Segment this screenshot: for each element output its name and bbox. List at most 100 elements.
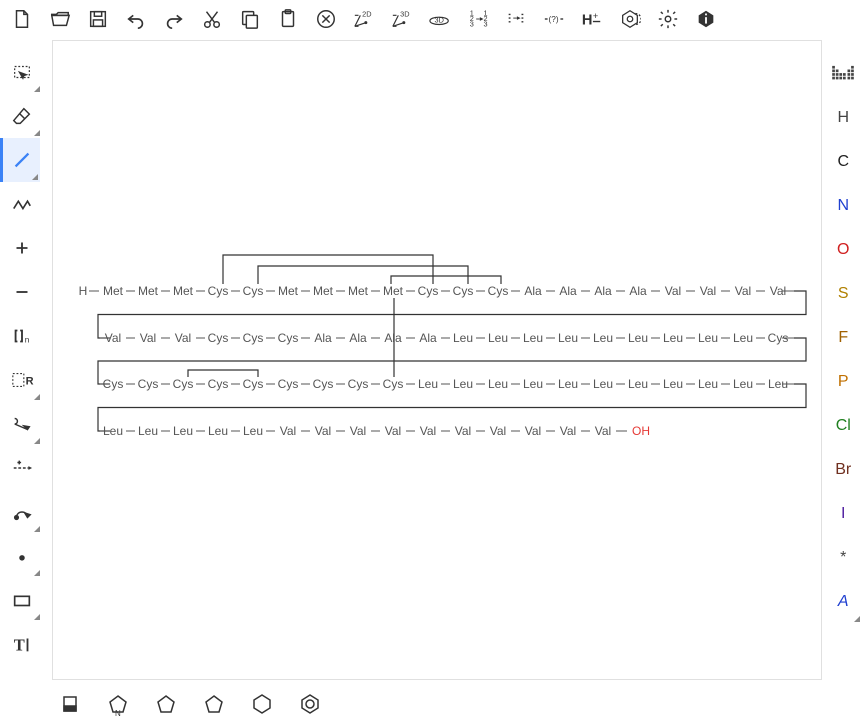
dropdown-indicator-icon	[34, 130, 40, 136]
query-button[interactable]: (?)	[536, 2, 572, 36]
residue-ala: Ala	[349, 331, 367, 345]
terminal-h: H	[78, 284, 87, 298]
hplus-button[interactable]: H+	[574, 2, 610, 36]
element-H[interactable]: H	[824, 96, 862, 140]
dropdown-indicator-icon	[34, 570, 40, 576]
rectangle-tool[interactable]	[2, 578, 42, 622]
about-button[interactable]	[688, 2, 724, 36]
residue-cys: Cys	[137, 377, 158, 391]
template-pentagon-button[interactable]	[148, 687, 184, 721]
residue-cys: Cys	[277, 377, 298, 391]
undo-button[interactable]	[118, 2, 154, 36]
element-F[interactable]: F	[824, 316, 862, 360]
element-*[interactable]: *	[824, 536, 862, 580]
paste-button[interactable]	[270, 2, 306, 36]
residue-cys: Cys	[417, 284, 438, 298]
clean3d-button[interactable]: 3D	[384, 2, 420, 36]
dropdown-indicator-icon	[34, 86, 40, 92]
right-toolbar: HCNOSFPClBrI*A	[822, 38, 865, 684]
clear-button[interactable]	[308, 2, 344, 36]
bracket-tool[interactable]: n	[2, 314, 42, 358]
element-C[interactable]: C	[824, 140, 862, 184]
element-Cl[interactable]: Cl	[824, 404, 862, 448]
select-tool[interactable]	[2, 50, 42, 94]
dropdown-indicator-icon	[34, 526, 40, 532]
residue-leu: Leu	[417, 377, 437, 391]
reaction-plus-tool[interactable]	[2, 446, 42, 490]
erase-tool[interactable]	[2, 94, 42, 138]
template-hexagon-button[interactable]	[244, 687, 280, 721]
residue-met: Met	[137, 284, 158, 298]
open-button[interactable]	[42, 2, 78, 36]
svg-text:T: T	[14, 635, 25, 654]
residue-val: Val	[279, 424, 295, 438]
residue-cys: Cys	[312, 377, 333, 391]
residue-val: Val	[699, 284, 715, 298]
template-pentagon2-button[interactable]	[196, 687, 232, 721]
residue-val: Val	[489, 424, 505, 438]
element-A[interactable]: A	[824, 580, 862, 624]
template-pentagon-n-button[interactable]: N	[100, 687, 136, 721]
charge-plus-tool[interactable]	[2, 226, 42, 270]
element-O[interactable]: O	[824, 228, 862, 272]
residue-leu: Leu	[242, 424, 262, 438]
dropdown-indicator-icon	[34, 614, 40, 620]
new-button[interactable]	[4, 2, 40, 36]
residue-val: Val	[524, 424, 540, 438]
template-benzene-filled-button[interactable]	[52, 687, 88, 721]
residue-ala: Ala	[314, 331, 332, 345]
residue-cys: Cys	[242, 331, 263, 345]
residue-ala: Ala	[629, 284, 647, 298]
clean2d-button[interactable]: 2D	[346, 2, 382, 36]
residue-leu: Leu	[137, 424, 157, 438]
cut-button[interactable]	[194, 2, 230, 36]
element-S[interactable]: S	[824, 272, 862, 316]
text-tool[interactable]: T	[2, 622, 42, 666]
chain-tool[interactable]	[2, 182, 42, 226]
rgroup-tool[interactable]: R	[2, 358, 42, 402]
template-benzene-button[interactable]	[292, 687, 328, 721]
residue-val: Val	[734, 284, 750, 298]
chain-wrap-connector	[98, 384, 806, 431]
residue-leu: Leu	[172, 424, 192, 438]
dearomatize-button[interactable]	[498, 2, 534, 36]
svg-text:R: R	[26, 376, 34, 388]
residue-met: Met	[102, 284, 123, 298]
3dopt-button[interactable]	[612, 2, 648, 36]
settings-button[interactable]	[650, 2, 686, 36]
copy-button[interactable]	[232, 2, 268, 36]
element-P[interactable]: P	[824, 360, 862, 404]
residue-leu: Leu	[732, 331, 752, 345]
disulfide-bridge	[391, 276, 501, 284]
periodic-table-button[interactable]	[824, 52, 862, 96]
aromatize-button[interactable]: 123123	[460, 2, 496, 36]
drawing-canvas[interactable]: HMetMetMetCysCysMetMetMetMetCysCysCysAla…	[52, 40, 822, 680]
element-I[interactable]: I	[824, 492, 862, 536]
reaction-arrow-tool[interactable]	[2, 402, 42, 446]
residue-leu: Leu	[207, 424, 227, 438]
element-Br[interactable]: Br	[824, 448, 862, 492]
view3d-button[interactable]: 3D	[422, 2, 458, 36]
reaction-map-tool[interactable]	[2, 490, 42, 534]
save-button[interactable]	[80, 2, 116, 36]
residue-leu: Leu	[732, 377, 752, 391]
residue-leu: Leu	[557, 331, 577, 345]
svg-text:3: 3	[470, 19, 474, 28]
disulfide-bridge	[258, 266, 468, 284]
residue-val: Val	[594, 424, 610, 438]
svg-text:3: 3	[484, 19, 488, 28]
residue-cys: Cys	[452, 284, 473, 298]
top-toolbar: 2D3D3D123123(?)H+	[0, 0, 865, 38]
redo-button[interactable]	[156, 2, 192, 36]
residue-val: Val	[419, 424, 435, 438]
residue-leu: Leu	[592, 377, 612, 391]
residue-leu: Leu	[627, 331, 647, 345]
bond-single-tool[interactable]	[0, 138, 40, 182]
sgroup-tool[interactable]	[2, 534, 42, 578]
charge-minus-tool[interactable]	[2, 270, 42, 314]
main-area: nRT HMetMetMetCysCysMetMetMetMetCysCysCy…	[0, 38, 865, 684]
left-toolbar: n R T	[0, 38, 44, 684]
svg-text:2D: 2D	[362, 9, 371, 18]
svg-text:(?): (?)	[549, 15, 559, 24]
element-N[interactable]: N	[824, 184, 862, 228]
